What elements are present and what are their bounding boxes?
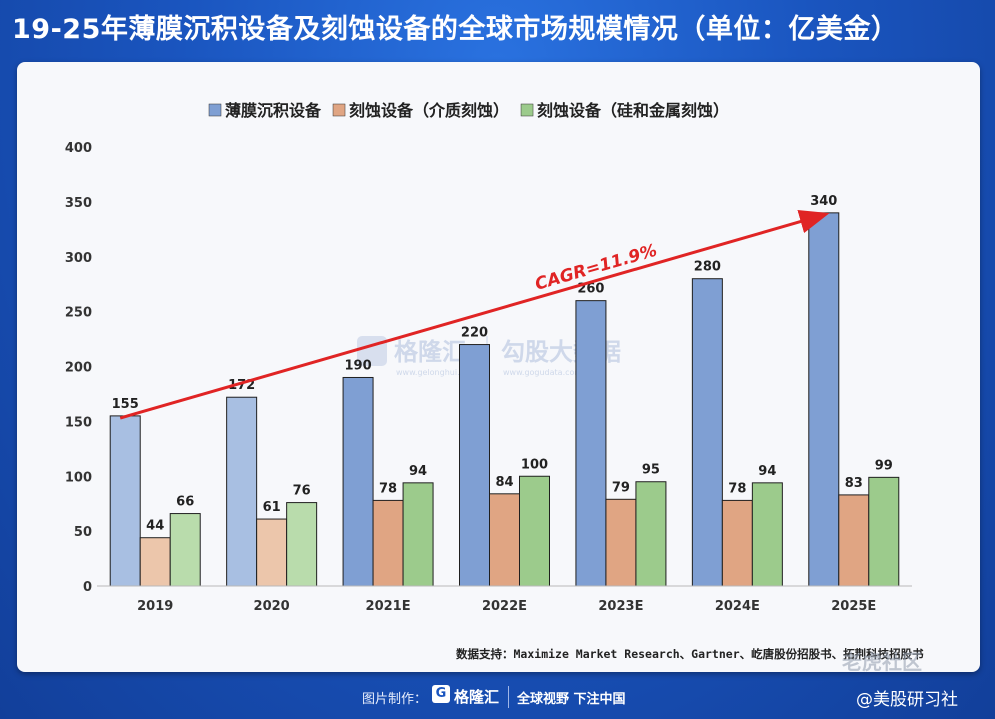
- legend-swatch: [520, 103, 534, 117]
- bar: [691, 278, 723, 587]
- y-tick-label: 350: [65, 196, 92, 211]
- x-tick-label: 2023E: [598, 599, 643, 614]
- footer-brand: 格隆汇: [454, 688, 500, 706]
- bar: [256, 518, 288, 587]
- y-tick-label: 150: [65, 415, 92, 430]
- bar-chart: 格隆汇 www.gelonghui.com 勾股大数据 www.gogudata…: [65, 101, 912, 614]
- bar: [868, 476, 900, 587]
- data-label: 280: [694, 260, 721, 275]
- watermark-url2: www.gogudata.com: [503, 368, 582, 377]
- x-axis: 2019 2020 2021E 2022E 2023E 2024E 2025E: [97, 585, 912, 614]
- legend-swatch: [208, 103, 222, 117]
- legend-swatch: [332, 103, 346, 117]
- data-label: 44: [146, 519, 164, 534]
- bar: [489, 493, 520, 587]
- bar: [342, 376, 374, 587]
- data-label: 95: [642, 463, 660, 478]
- data-label: 78: [728, 481, 746, 496]
- bar: [605, 498, 637, 587]
- data-label: 155: [112, 397, 139, 412]
- footer-slogan: 全球视野 下注中国: [517, 692, 626, 707]
- x-tick-label: 2025E: [831, 599, 876, 614]
- data-label: 66: [176, 495, 194, 510]
- bar: [226, 396, 258, 587]
- y-tick-label: 400: [65, 141, 92, 156]
- bar: [575, 300, 607, 587]
- y-axis: 0 50 100 150 200 250 300 350 400: [65, 141, 92, 595]
- data-label: 340: [810, 194, 837, 209]
- bar: [721, 499, 753, 587]
- data-label: 78: [379, 481, 397, 496]
- data-label: 79: [612, 480, 630, 495]
- chart-panel: 格隆汇 www.gelonghui.com 勾股大数据 www.gogudata…: [17, 62, 980, 672]
- legend-label: 刻蚀设备（硅和金属刻蚀）: [537, 101, 729, 120]
- bar: [109, 415, 141, 587]
- y-tick-label: 100: [65, 470, 92, 485]
- legend-label: 薄膜沉积设备: [225, 101, 322, 120]
- bar: [635, 481, 667, 587]
- footer-account: @美股研习社: [856, 690, 958, 710]
- cagr-arrow: [119, 209, 830, 420]
- brand-logo-icon: G: [432, 685, 450, 703]
- bar: [808, 212, 840, 587]
- bar: [169, 513, 201, 587]
- bar: [751, 482, 783, 587]
- footer: 图片制作： G 格隆汇 全球视野 下注中国 @美股研习社: [0, 680, 995, 719]
- page-title: 19-25年薄膜沉积设备及刻蚀设备的全球市场规模情况（单位：亿美金）: [12, 14, 899, 45]
- legend: 薄膜沉积设备 刻蚀设备（介质刻蚀） 刻蚀设备（硅和金属刻蚀）: [208, 101, 729, 120]
- bar: [286, 502, 318, 587]
- x-tick-label: 2021E: [366, 599, 411, 614]
- bar: [838, 494, 870, 587]
- data-label: 94: [758, 464, 776, 479]
- x-tick-label: 2019: [137, 599, 173, 614]
- data-label: 220: [461, 326, 488, 341]
- data-label: 83: [845, 476, 863, 491]
- footer-made-by: 图片制作：: [362, 692, 428, 707]
- corner-watermark: 老虎社区: [842, 650, 922, 674]
- bar: [459, 344, 490, 587]
- bar: [402, 482, 434, 587]
- legend-label: 刻蚀设备（介质刻蚀）: [349, 101, 509, 120]
- data-label: 99: [875, 458, 893, 473]
- watermark-url1: www.gelonghui.com: [396, 368, 477, 377]
- bar: [519, 475, 550, 587]
- y-tick-label: 0: [83, 580, 92, 595]
- watermark-brand1: 格隆汇: [394, 338, 466, 366]
- y-tick-label: 200: [65, 361, 92, 376]
- data-label: 76: [293, 484, 311, 499]
- data-label: 94: [409, 464, 427, 479]
- x-tick-label: 2020: [254, 599, 290, 614]
- y-tick-label: 300: [65, 251, 92, 266]
- source-note: 数据支持：Maximize Market Research、Gartner、屹唐…: [456, 647, 924, 661]
- x-tick-label: 2024E: [715, 599, 760, 614]
- y-tick-label: 250: [65, 306, 92, 321]
- bar: [139, 537, 171, 587]
- x-tick-label: 2022E: [482, 599, 527, 614]
- footer-divider: [508, 686, 509, 708]
- data-label: 61: [263, 500, 281, 515]
- data-label: 190: [345, 358, 372, 373]
- y-tick-label: 50: [74, 525, 92, 540]
- bar: [372, 499, 404, 587]
- data-label: 84: [495, 475, 513, 490]
- data-label: 100: [521, 457, 548, 472]
